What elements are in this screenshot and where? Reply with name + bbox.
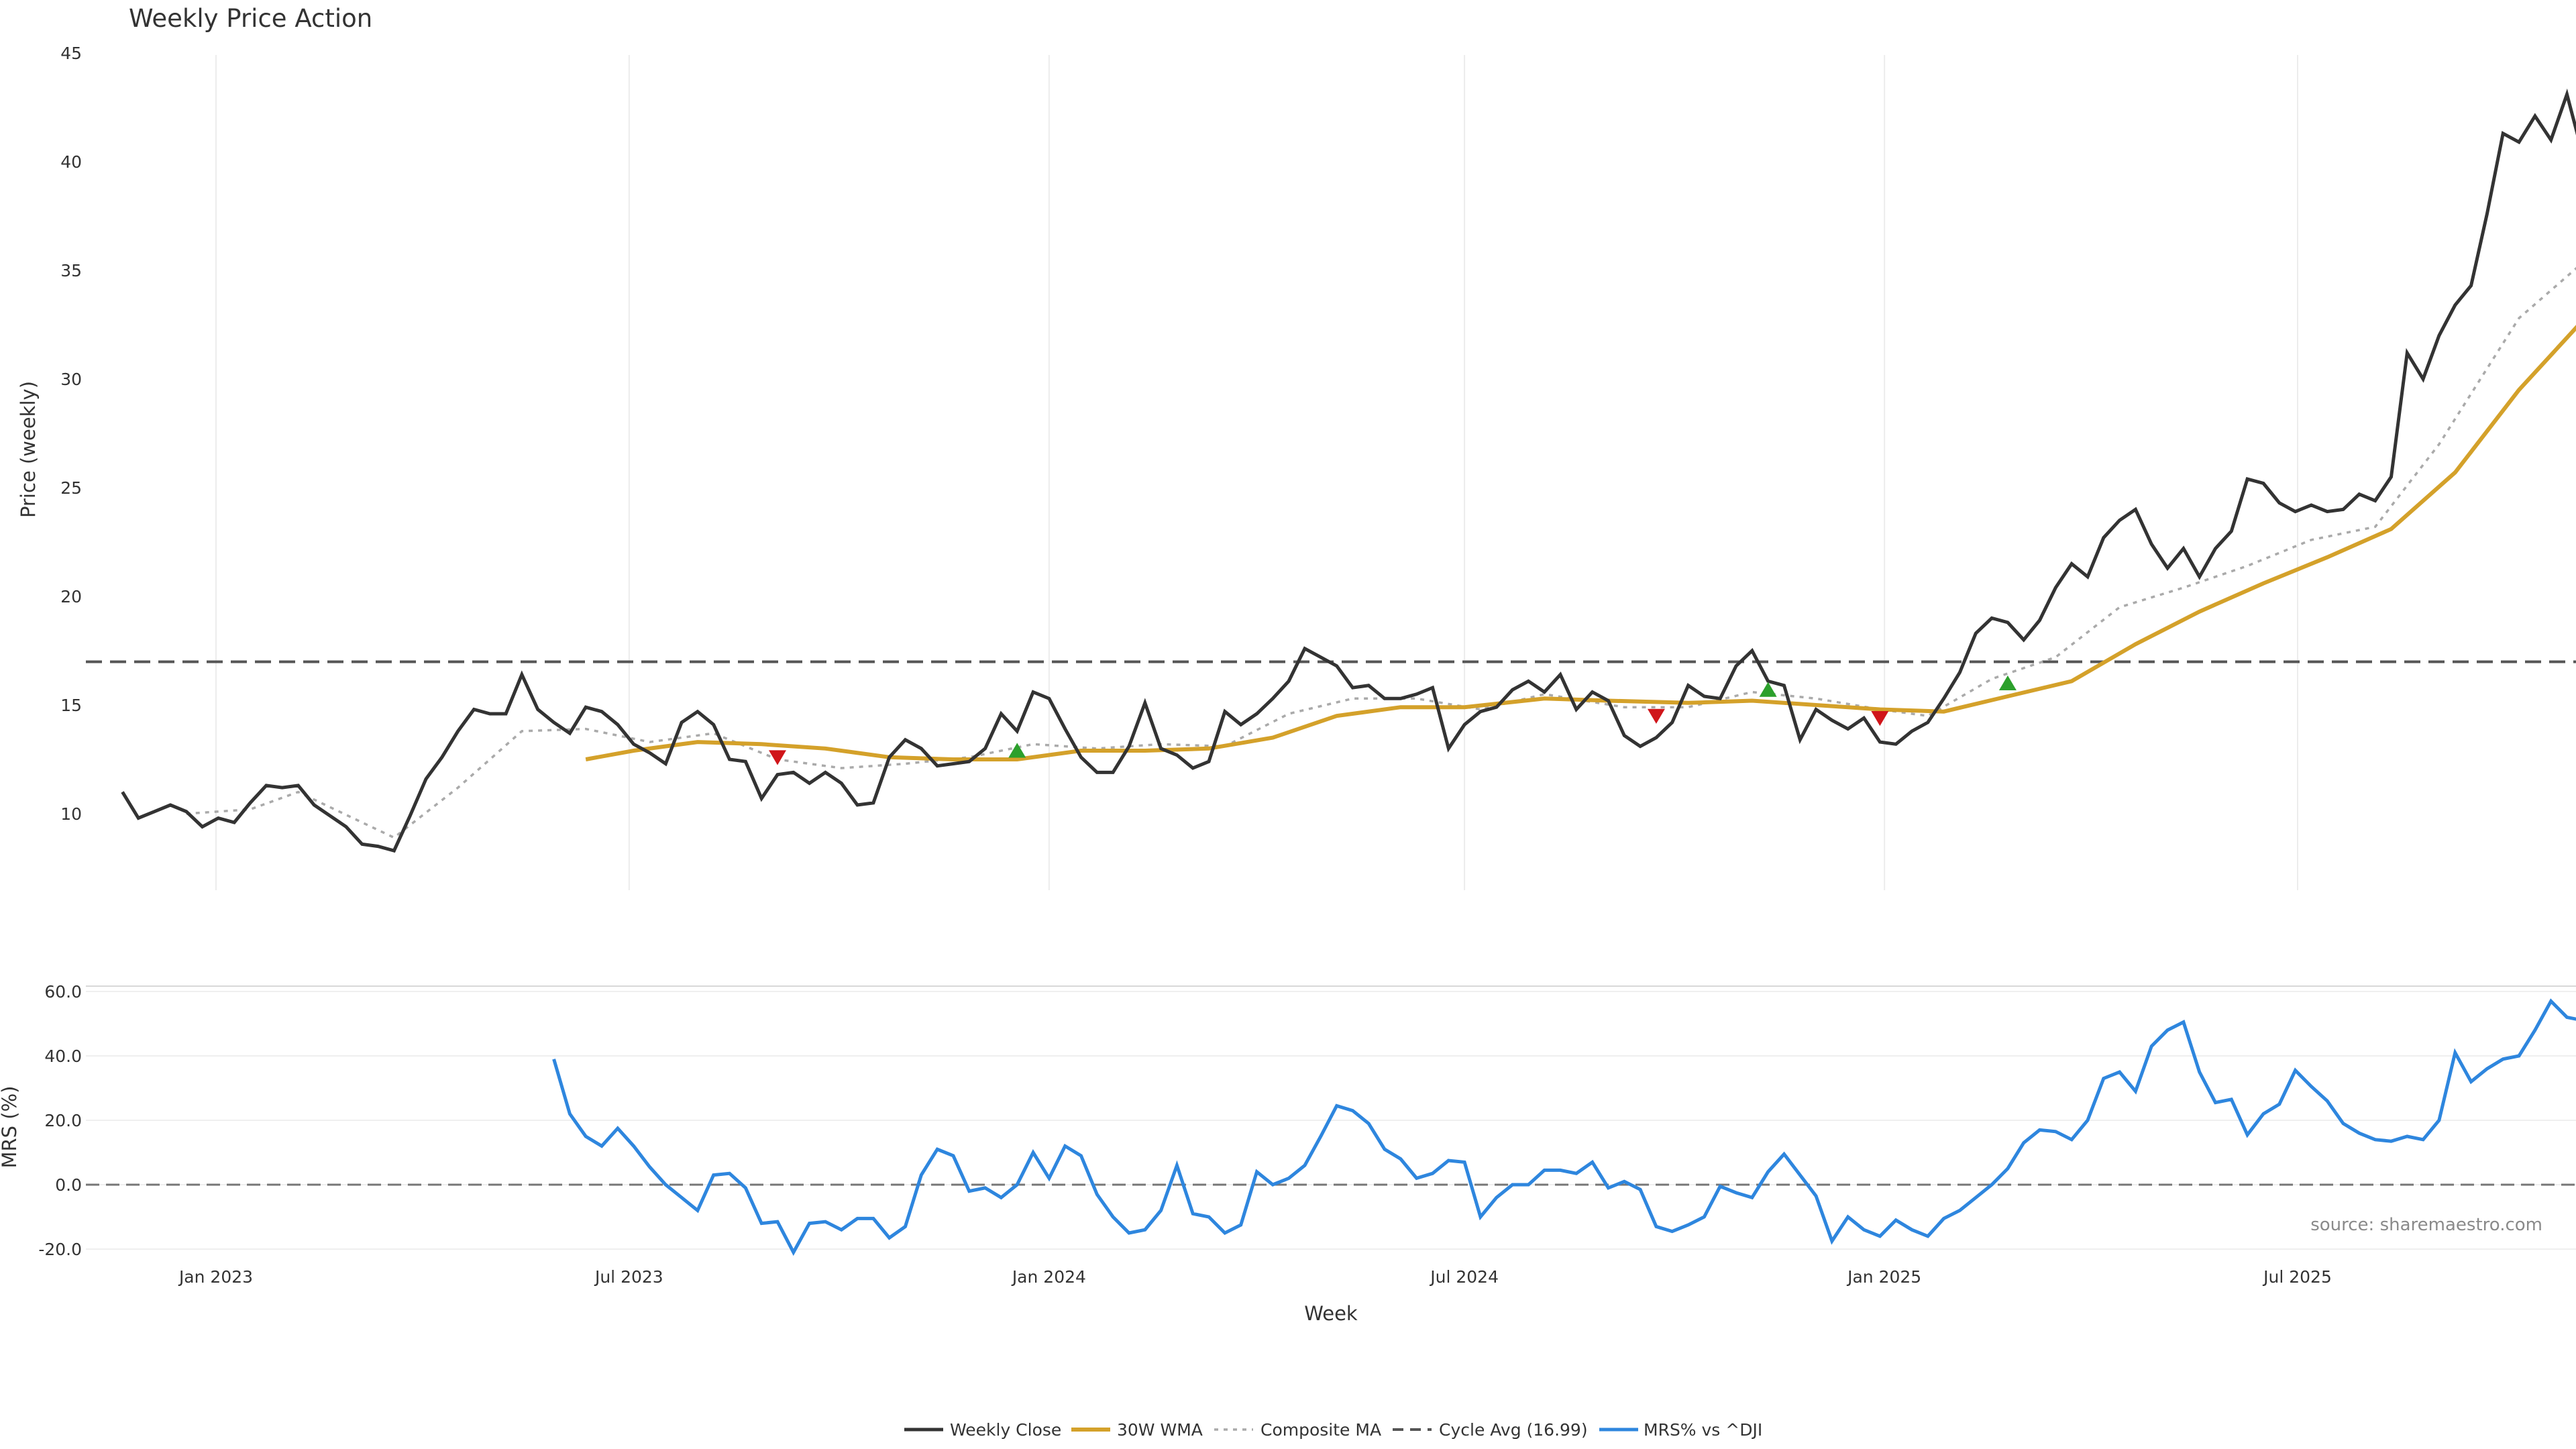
mrs-y-tick-label: 40.0 xyxy=(44,1046,82,1066)
price-grid xyxy=(215,55,2298,890)
x-tick-label: Jul 2023 xyxy=(594,1267,663,1287)
price-y-ticks: 10 15 20 25 30 35 40 45 xyxy=(60,44,82,824)
buy-signal-marker xyxy=(1759,682,1777,697)
legend-label-weekly-close: Weekly Close xyxy=(950,1420,1061,1440)
legend-item-weekly-close: Weekly Close xyxy=(904,1420,1061,1440)
price-y-tick-label: 45 xyxy=(60,44,82,63)
legend-item-composite-ma: Composite MA xyxy=(1214,1420,1381,1440)
legend-item-wma: 30W WMA xyxy=(1071,1420,1203,1440)
mrs-y-ticks: -20.0 0.0 20.0 40.0 60.0 xyxy=(38,982,82,1259)
x-ticks: Jan 2023 Jul 2023 Jan 2024 Jul 2024 Jan 2025… xyxy=(178,1267,2332,1287)
price-y-tick-label: 30 xyxy=(60,370,82,389)
price-y-tick-label: 15 xyxy=(60,696,82,715)
signal-markers xyxy=(768,675,2017,765)
x-tick-label: Jan 2024 xyxy=(1011,1267,1086,1287)
wma-30w-line xyxy=(585,325,2576,761)
price-y-tick-label: 40 xyxy=(60,152,82,172)
mrs-y-axis-label: MRS (%) xyxy=(0,1086,21,1169)
weekly-close-line xyxy=(121,89,2576,853)
mrs-panel: -20.0 0.0 20.0 40.0 60.0 MRS (%) source: sha… xyxy=(0,982,2576,1259)
x-tick-label: Jul 2025 xyxy=(2262,1267,2332,1287)
price-y-tick-label: 20 xyxy=(60,587,82,606)
sell-signal-marker xyxy=(768,750,786,765)
sell-signal-marker xyxy=(1871,711,1889,727)
price-y-tick-label: 10 xyxy=(60,804,82,824)
composite-ma-line xyxy=(186,266,2576,839)
mrs-line xyxy=(552,998,2576,1256)
legend-label-cycle-avg: Cycle Avg (16.99) xyxy=(1439,1420,1588,1440)
x-tick-label: Jan 2023 xyxy=(178,1267,253,1287)
legend-item-cycle-avg: Cycle Avg (16.99) xyxy=(1393,1420,1588,1440)
x-tick-label: Jul 2024 xyxy=(1429,1267,1499,1287)
legend-label-mrs: MRS% vs ^DJI xyxy=(1644,1420,1762,1440)
mrs-y-tick-label: -20.0 xyxy=(38,1240,82,1259)
sell-signal-marker xyxy=(1647,708,1665,724)
mrs-y-tick-label: 60.0 xyxy=(44,982,82,1002)
buy-signal-marker xyxy=(1998,675,2017,690)
price-y-axis-label: Price (weekly) xyxy=(17,381,40,518)
mrs-y-tick-label: 20.0 xyxy=(44,1111,82,1130)
x-axis-label: Week xyxy=(1304,1302,1358,1325)
source-note: source: sharemaestro.com xyxy=(2310,1215,2542,1235)
x-tick-label: Jan 2025 xyxy=(1846,1267,1921,1287)
price-panel: 10 15 20 25 30 35 40 45 Weekly Price Action Pri… xyxy=(17,4,2576,890)
price-chart-title: Weekly Price Action xyxy=(129,4,372,33)
buy-signal-marker xyxy=(1008,743,1026,758)
legend-item-mrs: MRS% vs ^DJI xyxy=(1599,1420,1762,1440)
price-y-tick-label: 25 xyxy=(60,478,82,498)
legend: Weekly Close 30W WMA Composite MA Cycle … xyxy=(904,1420,1762,1440)
price-y-tick-label: 35 xyxy=(60,261,82,280)
legend-label-composite-ma: Composite MA xyxy=(1260,1420,1381,1440)
mrs-y-tick-label: 0.0 xyxy=(55,1175,82,1195)
legend-label-wma: 30W WMA xyxy=(1117,1420,1203,1440)
